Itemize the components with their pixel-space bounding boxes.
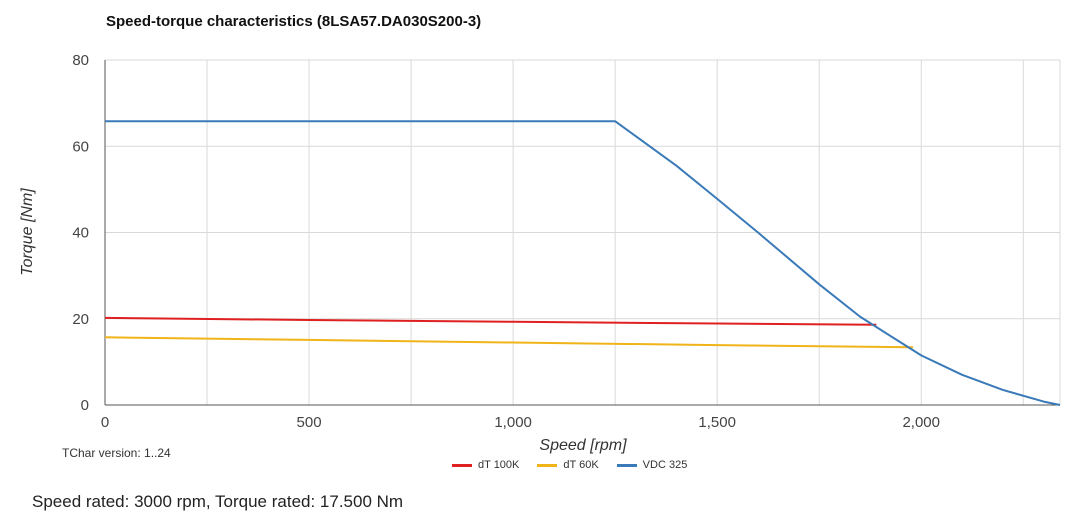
speed-torque-chart: 0 20 40 60 80 0 500 1,000 1,500 2,000 Speed [rpm]… <box>19 52 1061 454</box>
rated-values-footer: Speed rated: 3000 rpm, Torque rated: 17.… <box>32 492 404 511</box>
chart-title: Speed-torque characteristics (8LSA57.DA0… <box>106 13 482 30</box>
x-tick-label: 500 <box>297 414 322 431</box>
y-tick-label: 40 <box>72 225 89 242</box>
x-tick-label: 0 <box>101 414 109 431</box>
grid <box>105 59 1061 405</box>
y-tick-label: 20 <box>72 311 89 328</box>
legend-swatch-vdc325 <box>616 463 637 467</box>
x-axis-label: Speed [rpm] <box>539 437 627 454</box>
legend-swatch-dt100k <box>452 463 472 467</box>
y-tick-label: 60 <box>72 138 89 155</box>
legend-item-dt100k: dT 100K <box>452 459 519 471</box>
x-tick-label: 1,500 <box>698 414 736 431</box>
legend-item-vdc325: VDC 325 <box>616 459 688 471</box>
y-tick-label: 0 <box>81 397 89 414</box>
tchar-version: TChar version: 1..24 <box>62 446 171 460</box>
series-lines <box>104 120 1061 406</box>
legend-label-vdc325: VDC 325 <box>642 459 688 471</box>
x-tick-label: 2,000 <box>902 414 940 431</box>
legend-swatch-dt60k <box>537 463 558 467</box>
legend-label-dt100k: dT 100K <box>478 459 520 471</box>
axes <box>104 60 1060 406</box>
series-line-dt-60k <box>104 336 914 349</box>
tick-labels: 0 20 40 60 80 0 500 1,000 1,500 2,000 <box>72 52 940 431</box>
legend-label-dt60k: dT 60K <box>563 459 599 471</box>
series-line-vdc-325 <box>105 120 1061 406</box>
legend-item-dt60k: dT 60K <box>537 459 599 471</box>
y-tick-label: 80 <box>72 52 89 69</box>
x-tick-label: 1,000 <box>494 414 532 431</box>
series-line-dt-100k <box>104 316 877 326</box>
y-axis-label: Torque [Nm] <box>19 188 36 276</box>
legend: dT 100K dT 60K VDC 325 <box>452 459 687 471</box>
